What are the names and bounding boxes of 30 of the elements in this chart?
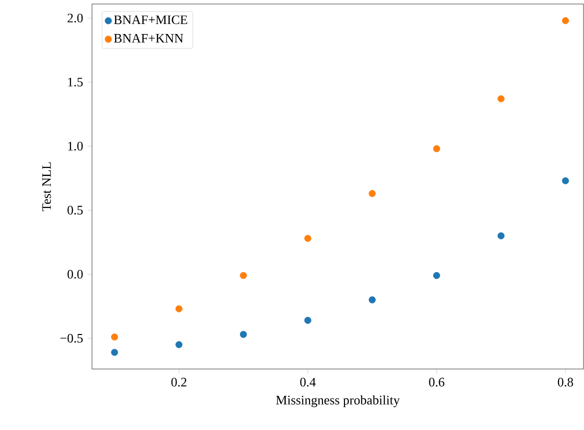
point xyxy=(433,272,440,279)
y-tick-label: 0.0 xyxy=(68,270,83,279)
x-tick-label: 0.4 xyxy=(300,378,316,387)
point xyxy=(304,316,312,324)
point xyxy=(368,190,376,198)
point xyxy=(175,341,182,348)
point xyxy=(111,333,118,340)
x-axis-title: Missingness probability xyxy=(276,395,400,408)
point xyxy=(498,95,505,102)
point xyxy=(111,348,118,356)
point xyxy=(562,17,569,24)
point xyxy=(368,296,376,304)
point xyxy=(562,177,569,184)
point xyxy=(304,234,312,242)
x-tick-label: 0.8 xyxy=(558,378,574,387)
y-tick-label: 1.5 xyxy=(68,78,83,86)
y-tick-label: 0.5 xyxy=(68,206,83,215)
y-axis-title: Test NLL xyxy=(42,162,51,212)
point xyxy=(498,232,505,240)
legend-label: BNAF+MICE xyxy=(114,15,188,24)
y-tick-label: 1.0 xyxy=(68,142,83,151)
y-tick-label: −0.5 xyxy=(60,334,83,343)
x-tick-label: 0.2 xyxy=(171,378,186,387)
point xyxy=(240,330,247,338)
point xyxy=(240,272,247,279)
point xyxy=(175,305,182,312)
point xyxy=(433,145,440,152)
y-tick-label: 2.0 xyxy=(68,14,83,22)
x-tick-label: 0.6 xyxy=(429,378,444,387)
legend-label: BNAF+KNN xyxy=(114,34,184,43)
